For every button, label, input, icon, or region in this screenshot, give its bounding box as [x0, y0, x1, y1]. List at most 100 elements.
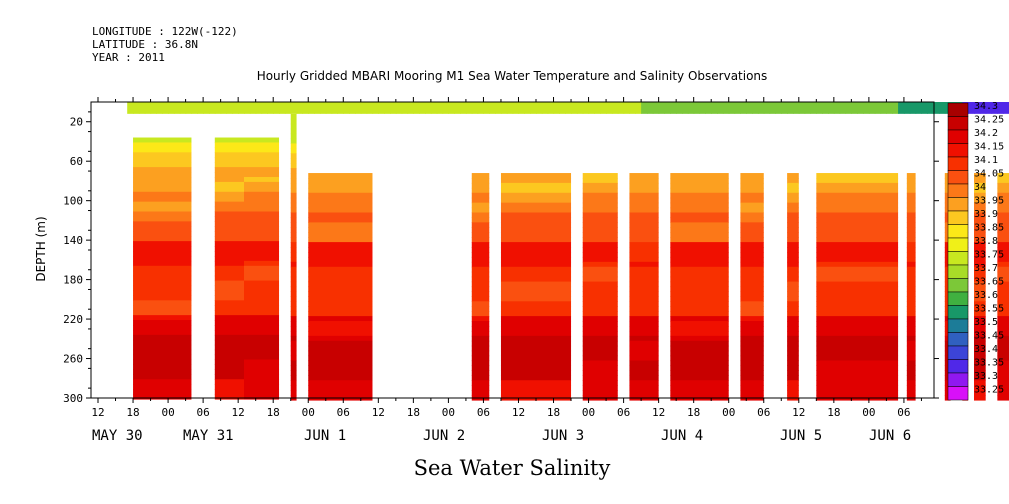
- salinity-cell: [471, 271, 490, 278]
- legend-swatch: [947, 372, 969, 387]
- salinity-cell: [133, 191, 192, 198]
- salinity-cell: [290, 153, 297, 159]
- salinity-cell: [582, 217, 618, 223]
- salinity-cell: [290, 158, 297, 164]
- surface-cell: [646, 102, 654, 114]
- salinity-cell: [290, 138, 297, 145]
- salinity-cell: [974, 247, 986, 253]
- salinity-cell: [629, 242, 659, 248]
- salinity-cell: [500, 301, 572, 307]
- salinity-cell: [244, 384, 280, 390]
- salinity-cell: [740, 385, 764, 391]
- salinity-cell: [816, 212, 899, 219]
- salinity-cell: [944, 222, 951, 228]
- surface-cell: [576, 102, 584, 114]
- salinity-cell: [974, 390, 986, 396]
- salinity-cell: [133, 181, 192, 188]
- salinity-cell: [214, 285, 244, 292]
- salinity-cell: [816, 296, 899, 302]
- salinity-cell: [670, 340, 729, 347]
- salinity-cell: [500, 330, 572, 337]
- salinity-cell: [974, 182, 986, 189]
- salinity-cell: [906, 311, 916, 317]
- salinity-cell: [670, 192, 729, 199]
- surface-cell: [728, 102, 736, 114]
- salinity-cell: [629, 182, 659, 189]
- salinity-cell: [133, 152, 192, 158]
- salinity-cell: [244, 359, 280, 366]
- salinity-cell: [787, 276, 799, 283]
- salinity-cell: [290, 306, 297, 312]
- salinity-cell: [582, 266, 618, 273]
- salinity-cell: [214, 290, 244, 296]
- salinity-cell: [290, 301, 297, 307]
- legend-swatch: [947, 210, 969, 225]
- salinity-cell: [290, 217, 297, 223]
- salinity-cell: [997, 192, 1009, 199]
- salinity-cell: [308, 316, 373, 322]
- surface-cell: [495, 102, 502, 114]
- surface-cell: [489, 102, 496, 114]
- salinity-cell: [500, 335, 572, 342]
- salinity-cell: [629, 173, 659, 179]
- surface-cell: [553, 102, 560, 114]
- salinity-cell: [290, 177, 297, 184]
- salinity-cell: [944, 395, 951, 401]
- x-hour-label: 00: [161, 406, 174, 419]
- salinity-cell: [670, 227, 729, 233]
- salinity-cell: [582, 365, 618, 371]
- surface-cell: [565, 102, 572, 114]
- salinity-cell: [133, 280, 192, 287]
- legend-swatch: [947, 278, 969, 293]
- salinity-cell: [308, 335, 373, 342]
- salinity-cell: [244, 315, 280, 321]
- salinity-cell: [974, 256, 986, 263]
- salinity-cell: [906, 271, 916, 278]
- salinity-cell: [787, 222, 799, 228]
- salinity-cell: [974, 227, 986, 233]
- salinity-cell: [974, 187, 986, 194]
- salinity-cell: [290, 232, 297, 238]
- salinity-cell: [308, 301, 373, 307]
- surface-cell: [249, 102, 257, 114]
- salinity-cell: [997, 187, 1009, 194]
- surface-cell: [436, 102, 444, 114]
- salinity-cell: [944, 325, 951, 332]
- salinity-cell: [816, 301, 899, 307]
- salinity-cell: [787, 202, 799, 209]
- legend-swatch: [947, 224, 969, 239]
- salinity-cell: [582, 316, 618, 322]
- salinity-cell: [629, 321, 659, 327]
- salinity-cell: [214, 191, 244, 198]
- salinity-cell: [133, 315, 192, 321]
- salinity-cell: [308, 390, 373, 396]
- salinity-cell: [997, 281, 1009, 288]
- surface-cell: [938, 102, 946, 114]
- salinity-cell: [906, 182, 916, 189]
- salinity-cell: [582, 271, 618, 278]
- salinity-cell: [997, 311, 1009, 317]
- surface-cell: [687, 102, 695, 114]
- salinity-cell: [816, 242, 899, 248]
- salinity-cell: [471, 370, 490, 376]
- salinity-cell: [997, 256, 1009, 263]
- salinity-cell: [133, 275, 192, 282]
- salinity-cell: [906, 261, 916, 268]
- surface-cell: [606, 102, 613, 114]
- salinity-cell: [582, 291, 618, 297]
- salinity-cell: [214, 295, 244, 301]
- header-info: LONGITUDE : 122W(-122) LATITUDE : 36.8N …: [92, 25, 238, 64]
- salinity-cell: [500, 360, 572, 367]
- salinity-cell: [787, 256, 799, 263]
- surface-cell: [851, 102, 858, 114]
- surface-cell: [816, 102, 823, 114]
- legend-label: 33.9: [974, 209, 998, 220]
- salinity-cell: [471, 330, 490, 337]
- salinity-cell: [582, 325, 618, 332]
- salinity-cell: [290, 182, 297, 189]
- surface-cell: [261, 102, 268, 114]
- salinity-cell: [214, 270, 244, 277]
- salinity-cell: [133, 186, 192, 193]
- salinity-cell: [133, 157, 192, 163]
- salinity-cell: [582, 296, 618, 302]
